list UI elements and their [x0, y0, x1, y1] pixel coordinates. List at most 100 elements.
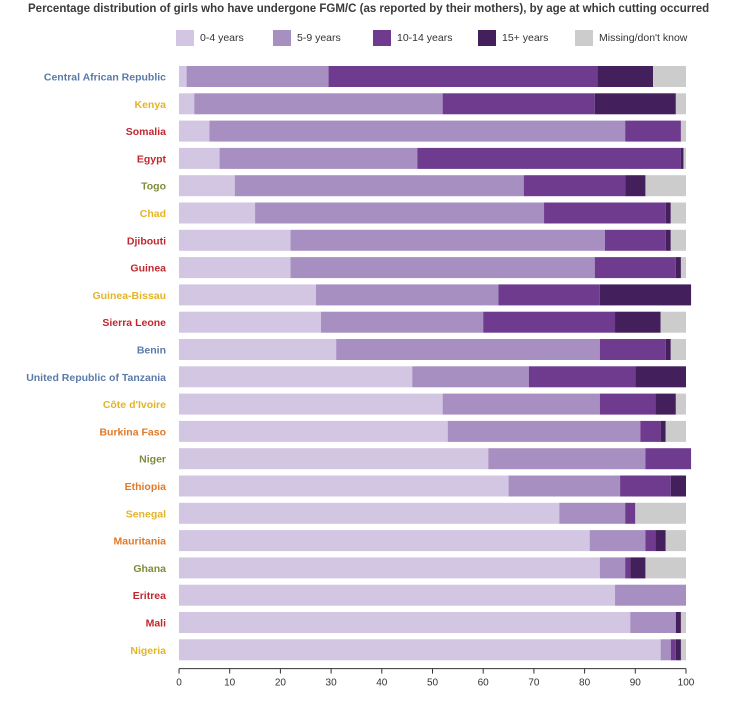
bar-segment-united-republic-of-tanzania-10-14-years	[528, 366, 636, 388]
category-label-mali: Mali	[146, 618, 167, 630]
category-label-c-te-d-ivoire: Côte d'Ivoire	[103, 399, 166, 411]
x-tick-label-40: 40	[376, 678, 388, 689]
bar-row-somalia	[179, 120, 686, 142]
bar-segment-central-african-republic-0-4-years	[179, 66, 187, 87]
bar-segment-egypt-5-9-years	[219, 147, 418, 169]
legend-swatch-0-4	[176, 30, 194, 46]
bar-segment-ethiopia-0-4-years	[179, 475, 509, 497]
category-label-senegal: Senegal	[126, 508, 166, 520]
x-tick-label-70: 70	[528, 678, 540, 689]
category-label-ghana: Ghana	[133, 563, 166, 575]
bar-segment-burkina-faso-0-4-years	[179, 420, 448, 442]
bar-segment-benin-0-4-years	[179, 339, 337, 360]
legend-label-missing: Missing/don't know	[599, 32, 688, 44]
legend-label-15-plus: 15+ years	[502, 32, 549, 44]
category-label-central-african-republic: Central African Republic	[44, 72, 166, 84]
bar-segment-united-republic-of-tanzania-0-4-years	[179, 366, 413, 388]
legend-label-10-14: 10-14 years	[397, 32, 453, 44]
bar-segment-benin-10-14-years	[599, 339, 666, 360]
x-tick-label-30: 30	[326, 678, 338, 689]
bar-segment-central-african-republic-missing-don-t-know	[653, 66, 686, 87]
bar-segment-djibouti-5-9-years	[290, 229, 605, 251]
bar-segment-senegal-5-9-years	[559, 502, 626, 524]
legend-item-missing: Missing/don't know	[575, 29, 687, 47]
bar-segment-mauritania-5-9-years	[589, 530, 646, 552]
x-tick-label-10: 10	[224, 678, 236, 689]
bar-segment-nigeria-5-9-years	[660, 639, 671, 661]
bar-segment-ethiopia-10-14-years	[620, 475, 671, 497]
bar-segment-egypt-15-years	[680, 147, 684, 169]
bar-segment-chad-15-years	[665, 202, 671, 224]
bar-row-sierra-leone	[179, 311, 686, 333]
category-label-nigeria: Nigeria	[130, 645, 166, 657]
bar-segment-mauritania-15-years	[655, 530, 666, 552]
bar-segment-burkina-faso-10-14-years	[640, 420, 661, 442]
bar-row-chad	[179, 202, 686, 224]
bar-row-nigeria	[179, 639, 686, 661]
bar-segment-togo-15-years	[625, 175, 646, 197]
bar-segment-egypt-missing-don-t-know	[683, 147, 686, 169]
legend-item-5-9: 5-9 years	[273, 29, 341, 47]
bar-segment-c-te-d-ivoire-missing-don-t-know	[675, 393, 686, 415]
category-label-eritrea: Eritrea	[133, 590, 166, 602]
bar-segment-c-te-d-ivoire-5-9-years	[442, 393, 600, 415]
legend-swatch-10-14	[373, 30, 391, 46]
bar-segment-togo-10-14-years	[523, 175, 626, 197]
legend-swatch-15-plus	[478, 30, 496, 46]
bar-segment-sierra-leone-5-9-years	[320, 311, 484, 333]
bar-segment-nigeria-10-14-years	[670, 639, 676, 661]
bar-segment-somalia-missing-don-t-know	[680, 120, 686, 142]
bar-segment-benin-15-years	[665, 339, 671, 360]
bar-segment-niger-0-4-years	[179, 448, 489, 470]
bar-segment-senegal-missing-don-t-know	[635, 502, 686, 524]
bar-segment-mauritania-0-4-years	[179, 530, 590, 552]
legend-item-15-plus: 15+ years	[478, 29, 548, 47]
bar-segment-guinea-5-9-years	[290, 257, 595, 279]
bar-row-egypt	[179, 147, 686, 169]
bar-segment-c-te-d-ivoire-0-4-years	[179, 393, 443, 415]
category-label-somalia: Somalia	[126, 126, 166, 138]
bar-segment-ethiopia-15-years	[670, 475, 686, 497]
bar-row-eritrea	[179, 584, 686, 606]
category-label-kenya: Kenya	[134, 99, 166, 111]
bar-segment-guinea-bissau-0-4-years	[179, 284, 316, 306]
category-label-benin: Benin	[137, 345, 166, 357]
category-label-togo: Togo	[141, 181, 166, 193]
category-label-chad: Chad	[140, 208, 166, 220]
bar-segment-mali-missing-don-t-know	[680, 612, 686, 633]
bar-row-united-republic-of-tanzania	[179, 366, 686, 388]
bar-segment-guinea-0-4-years	[179, 257, 291, 279]
bar-segment-central-african-republic-15-years	[597, 66, 654, 87]
bar-segment-kenya-15-years	[594, 93, 676, 115]
bar-segment-sierra-leone-15-years	[615, 311, 661, 333]
bar-row-mauritania	[179, 530, 686, 552]
category-label-djibouti: Djibouti	[127, 235, 166, 247]
bar-segment-c-te-d-ivoire-15-years	[655, 393, 676, 415]
bar-segment-senegal-10-14-years	[625, 502, 636, 524]
bar-segment-senegal-0-4-years	[179, 502, 560, 524]
bar-row-kenya	[179, 93, 686, 115]
bar-segment-sierra-leone-10-14-years	[483, 311, 616, 333]
bar-row-guinea	[179, 257, 686, 279]
bar-segment-guinea-15-years	[675, 257, 681, 279]
bar-segment-djibouti-10-14-years	[604, 229, 666, 251]
bar-row-togo	[179, 175, 686, 197]
bar-segment-benin-5-9-years	[336, 339, 600, 360]
chart-title: Percentage distribution of girls who hav…	[28, 3, 710, 15]
legend-swatch-5-9	[273, 30, 291, 46]
bar-row-burkina-faso	[179, 420, 686, 442]
x-tick-label-50: 50	[427, 678, 439, 689]
bar-segment-ghana-0-4-years	[179, 557, 600, 579]
legend-item-0-4: 0-4 years	[176, 29, 244, 47]
bar-segment-egypt-0-4-years	[179, 147, 220, 169]
bar-segment-ethiopia-5-9-years	[508, 475, 621, 497]
bar-segment-togo-5-9-years	[234, 175, 524, 197]
category-label-niger: Niger	[139, 454, 166, 466]
category-label-united-republic-of-tanzania: United Republic of Tanzania	[26, 372, 166, 384]
bar-row-c-te-d-ivoire	[179, 393, 686, 415]
bar-segment-somalia-0-4-years	[179, 120, 210, 142]
bar-segment-kenya-missing-don-t-know	[675, 93, 686, 115]
legend-label-5-9: 5-9 years	[297, 32, 341, 44]
bar-segment-chad-0-4-years	[179, 202, 256, 224]
